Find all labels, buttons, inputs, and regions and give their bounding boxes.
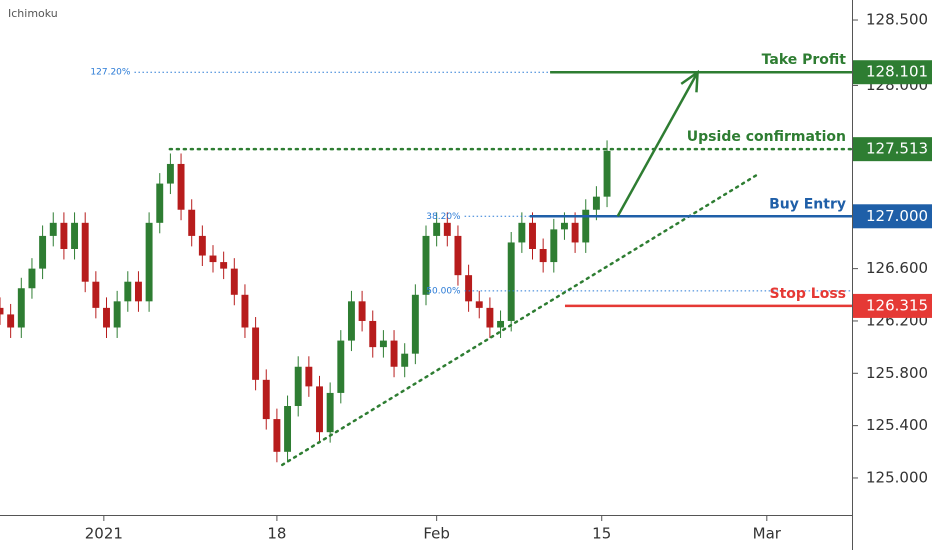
candle-body — [529, 222, 536, 249]
fib-label: 127.20% — [90, 68, 130, 78]
price-label: 127.513 — [866, 140, 928, 158]
fib-label: 38.20% — [426, 212, 461, 222]
y-tick-label: 125.400 — [866, 416, 928, 434]
candle-body — [422, 235, 430, 295]
candle-body — [156, 183, 164, 223]
candle-body — [188, 209, 196, 236]
candle-body — [230, 268, 238, 295]
candle-body — [401, 353, 409, 367]
candle-body — [539, 248, 547, 263]
candle-body — [497, 320, 505, 328]
x-tick-label: 2021 — [85, 525, 123, 543]
candle-body — [209, 255, 217, 263]
candle-body — [592, 196, 600, 210]
candle-body — [49, 222, 57, 236]
y-tick-label: 128.500 — [866, 11, 928, 29]
candle-body — [262, 379, 270, 420]
candle-body — [486, 307, 494, 328]
candle-body — [198, 235, 206, 256]
candle-body — [582, 209, 590, 243]
trendline — [280, 171, 762, 467]
candle-body — [92, 281, 100, 308]
candle-body — [390, 340, 398, 367]
level-label: Upside confirmation — [687, 129, 846, 145]
candle-body — [326, 392, 334, 433]
candle-body — [284, 406, 292, 452]
price-label: 128.101 — [866, 63, 928, 81]
x-tick-label: 15 — [592, 525, 611, 543]
price-label-box — [853, 293, 932, 318]
candle-body — [369, 320, 377, 348]
candle-body — [0, 307, 4, 315]
candle-body — [337, 340, 345, 393]
fib-label: 50.00% — [426, 286, 461, 296]
candle-body — [294, 366, 302, 407]
price-label: 126.315 — [866, 296, 928, 314]
candle-body — [433, 222, 441, 236]
candle-body — [550, 229, 558, 263]
candle-body — [17, 288, 25, 328]
level-label: Stop Loss — [770, 286, 847, 302]
indicator-label: Ichimoku — [8, 7, 58, 20]
y-tick-label: 125.000 — [866, 468, 928, 486]
arrow-shaft — [616, 71, 699, 217]
arrow-head — [680, 69, 699, 93]
candle-body — [379, 340, 387, 348]
candle-body — [166, 163, 174, 184]
candle-body — [475, 301, 483, 308]
candle-body — [124, 281, 132, 302]
y-tick-label: 126.600 — [866, 259, 928, 277]
price-label-box — [853, 60, 932, 85]
candle-body — [454, 235, 462, 276]
candle-body — [81, 222, 89, 282]
candle-body — [28, 268, 36, 289]
candle-body — [305, 366, 313, 387]
candle-body — [347, 301, 355, 341]
x-tick-label: Mar — [753, 525, 782, 543]
candle-body — [518, 222, 526, 243]
candle-body — [443, 222, 451, 236]
candle-body — [145, 222, 153, 302]
candle-body — [358, 301, 366, 321]
candle-body — [603, 150, 611, 197]
candle-body — [507, 242, 515, 321]
candle-body — [273, 419, 281, 452]
price-label-box — [853, 204, 932, 229]
price-label-box — [853, 137, 932, 162]
level-label: Buy Entry — [769, 196, 846, 212]
candle-body — [113, 301, 121, 328]
x-tick-label: Feb — [423, 525, 450, 543]
candle-body — [465, 275, 473, 302]
level-label: Take Profit — [762, 52, 847, 68]
candle-body — [560, 222, 568, 230]
candle-body — [411, 294, 419, 354]
y-tick-label: 125.800 — [866, 364, 928, 382]
candle-body — [241, 294, 249, 328]
candle-body — [316, 386, 323, 433]
candle-body — [134, 281, 142, 302]
candle-body — [71, 222, 79, 249]
x-tick-label: 18 — [267, 525, 286, 543]
candle-body — [571, 222, 579, 243]
price-label: 127.000 — [866, 207, 928, 225]
candle-body — [7, 314, 15, 328]
candle-body — [103, 307, 110, 328]
candle-body — [220, 262, 228, 269]
candle-body — [177, 163, 185, 210]
candle-body — [252, 327, 260, 380]
candle-body — [39, 235, 47, 269]
candle-body — [60, 222, 68, 249]
